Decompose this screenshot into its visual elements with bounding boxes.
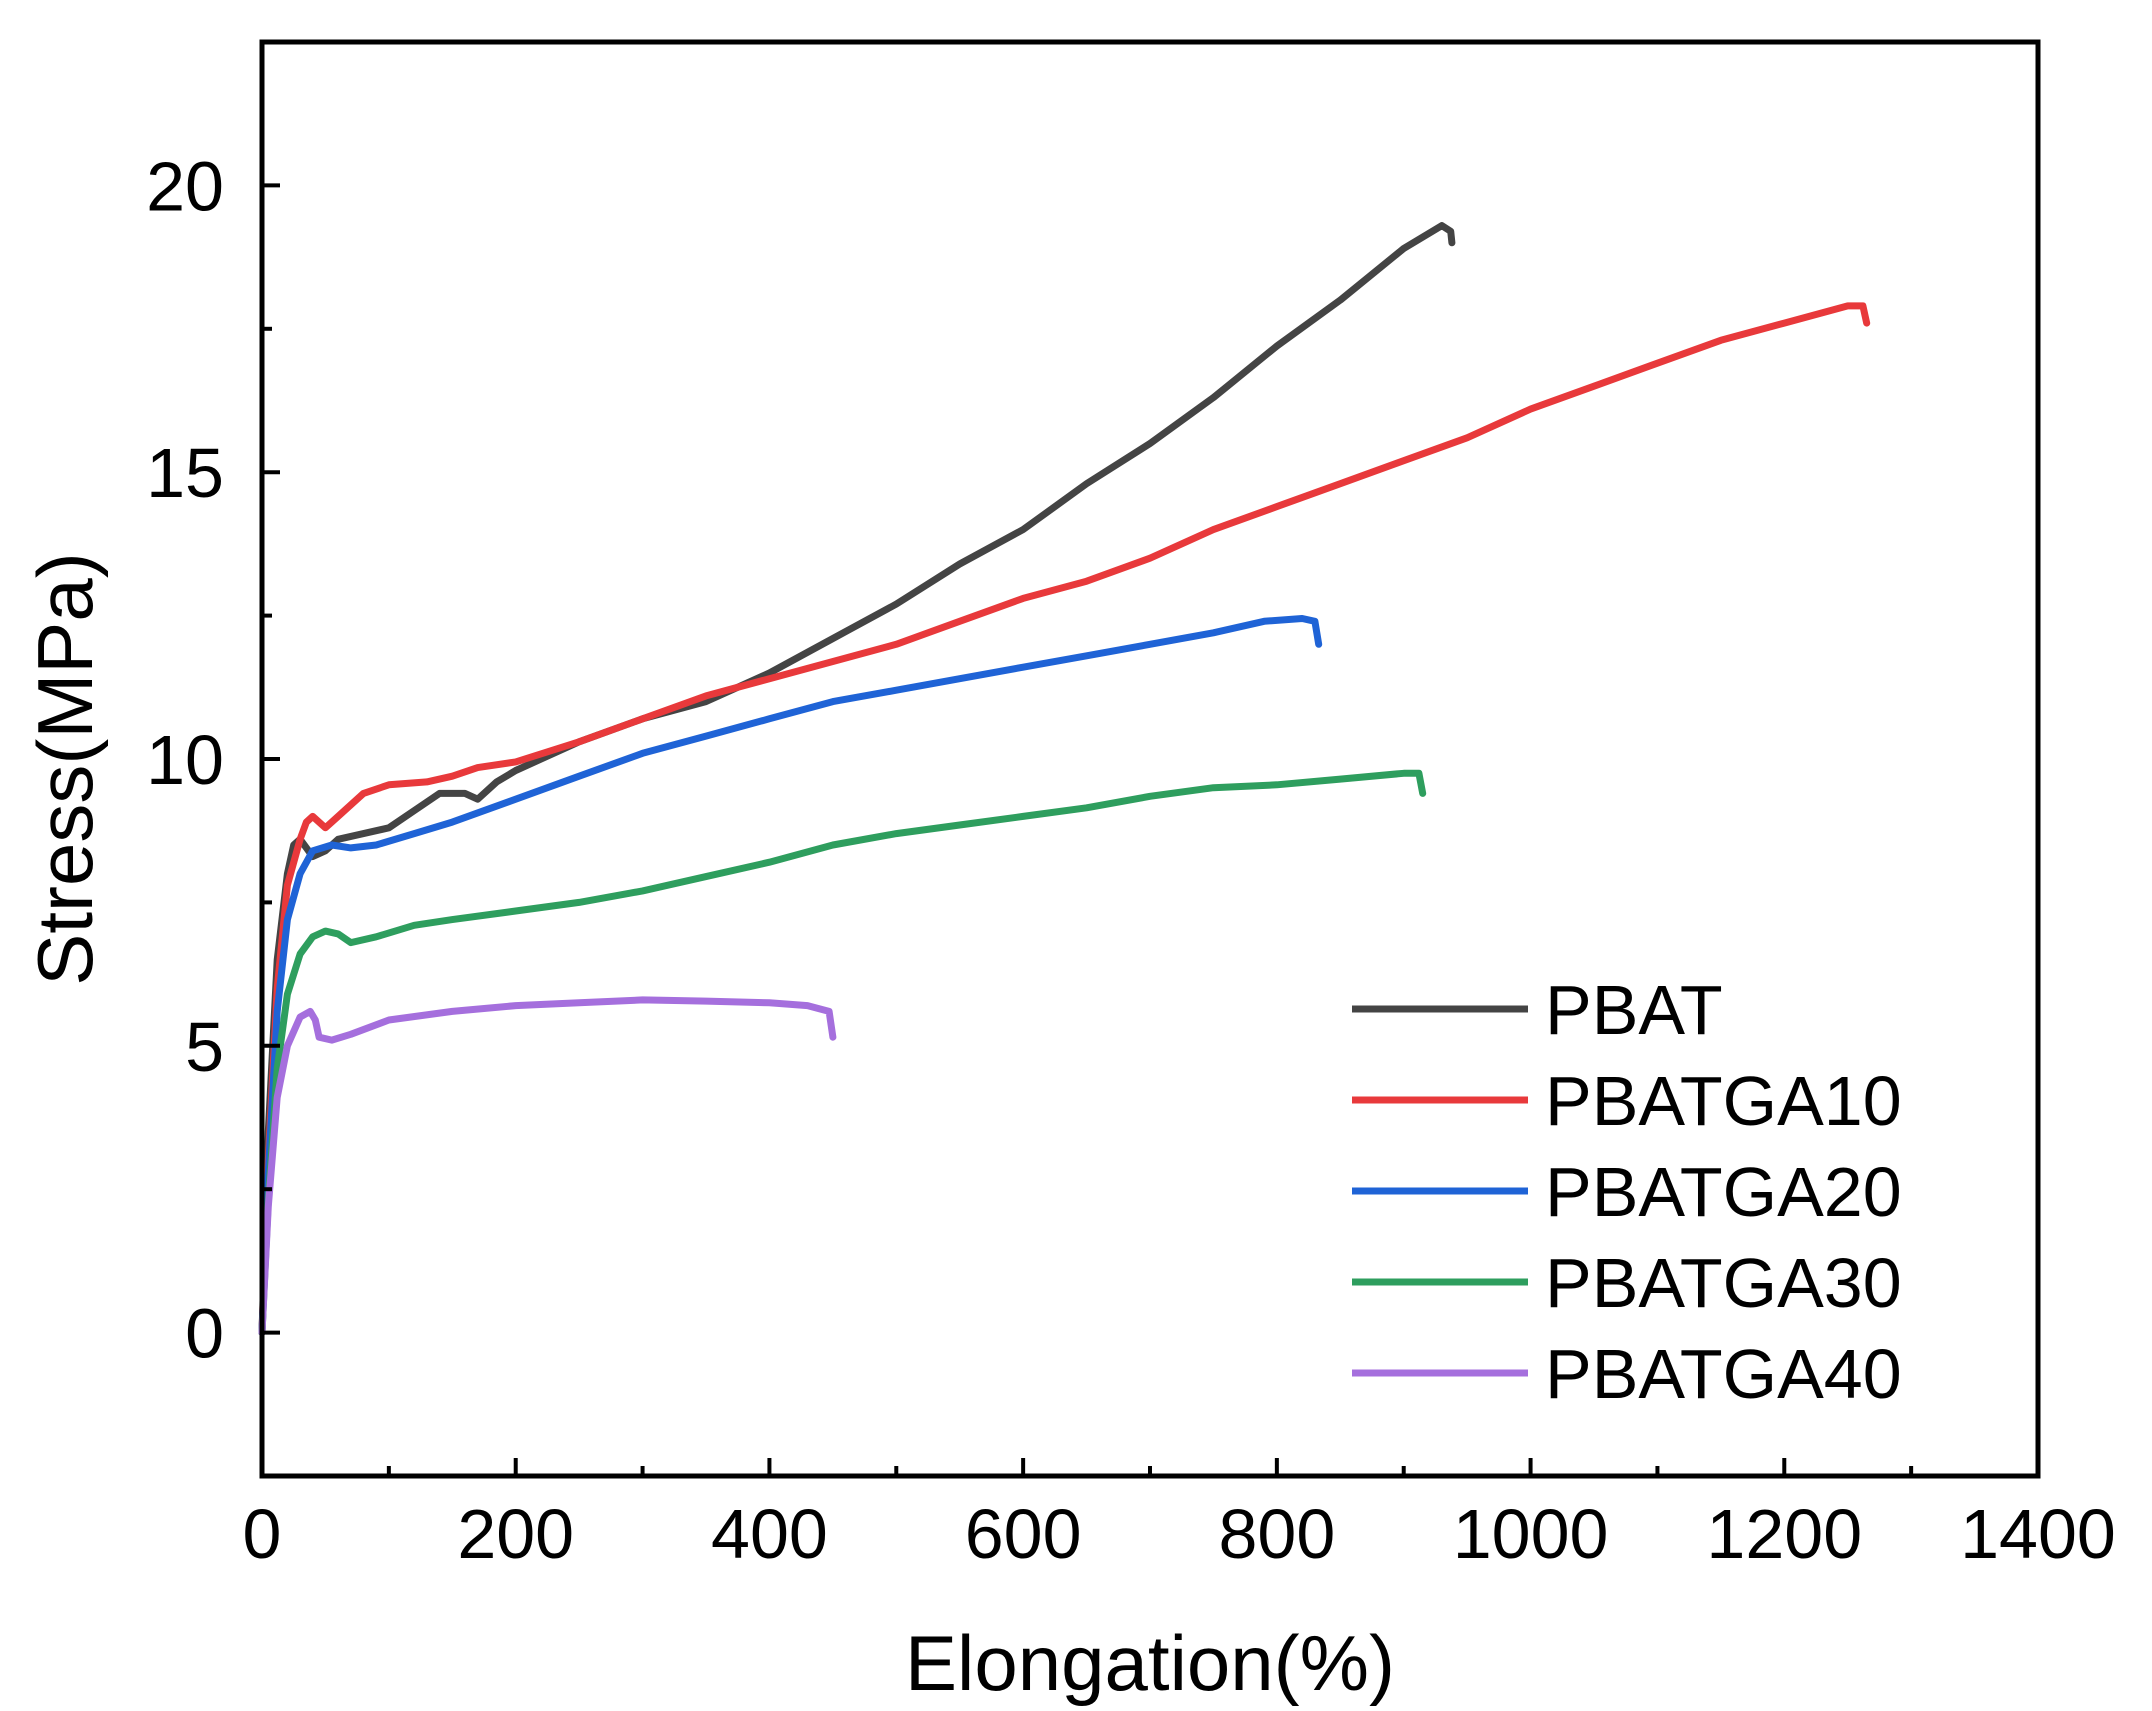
legend-label-pbatga40: PBATGA40: [1545, 1335, 1902, 1413]
y-axis-title: Stress(MPa): [21, 552, 109, 985]
plot-frame: [259, 39, 2041, 1479]
x-tick-label: 400: [711, 1495, 828, 1573]
series-line-pbatga10: [258, 302, 1871, 1337]
series-line-pbatga30: [258, 769, 1427, 1337]
x-tick-label: 800: [1218, 1495, 1335, 1573]
y-tick-label: 5: [185, 1008, 224, 1086]
y-tick-label: 15: [146, 434, 224, 512]
legend-label-pbatga10: PBATGA10: [1545, 1062, 1902, 1140]
series-layer: [258, 222, 1871, 1337]
legend-label-pbatga20: PBATGA20: [1545, 1153, 1902, 1231]
y-tick-label: 0: [185, 1295, 224, 1373]
y-tick-label: 20: [146, 147, 224, 225]
x-axis-title: Elongation(%): [905, 1619, 1395, 1707]
series-line-pbat: [258, 222, 1456, 1337]
x-tick-label: 0: [243, 1495, 282, 1573]
series-line-pbatga40: [258, 996, 837, 1337]
x-tick-label: 1400: [1960, 1495, 2116, 1573]
legend-label-pbat: PBAT: [1545, 971, 1723, 1049]
y-tick-label: 10: [146, 721, 224, 799]
x-axis-tick-labels: 0 200 400 600 800 1000 1200 1400: [243, 1495, 2116, 1573]
x-tick-label: 1200: [1706, 1495, 1862, 1573]
y-axis-tick-labels: 0 5 10 15 20: [146, 147, 224, 1372]
legend: PBAT PBATGA10 PBATGA20 PBATGA30 PBATGA40: [1352, 971, 1902, 1413]
x-tick-label: 1000: [1453, 1495, 1609, 1573]
x-tick-label: 200: [457, 1495, 574, 1573]
series-line-pbatga20: [258, 615, 1323, 1337]
x-tick-label: 600: [965, 1495, 1082, 1573]
legend-label-pbatga30: PBATGA30: [1545, 1244, 1902, 1322]
